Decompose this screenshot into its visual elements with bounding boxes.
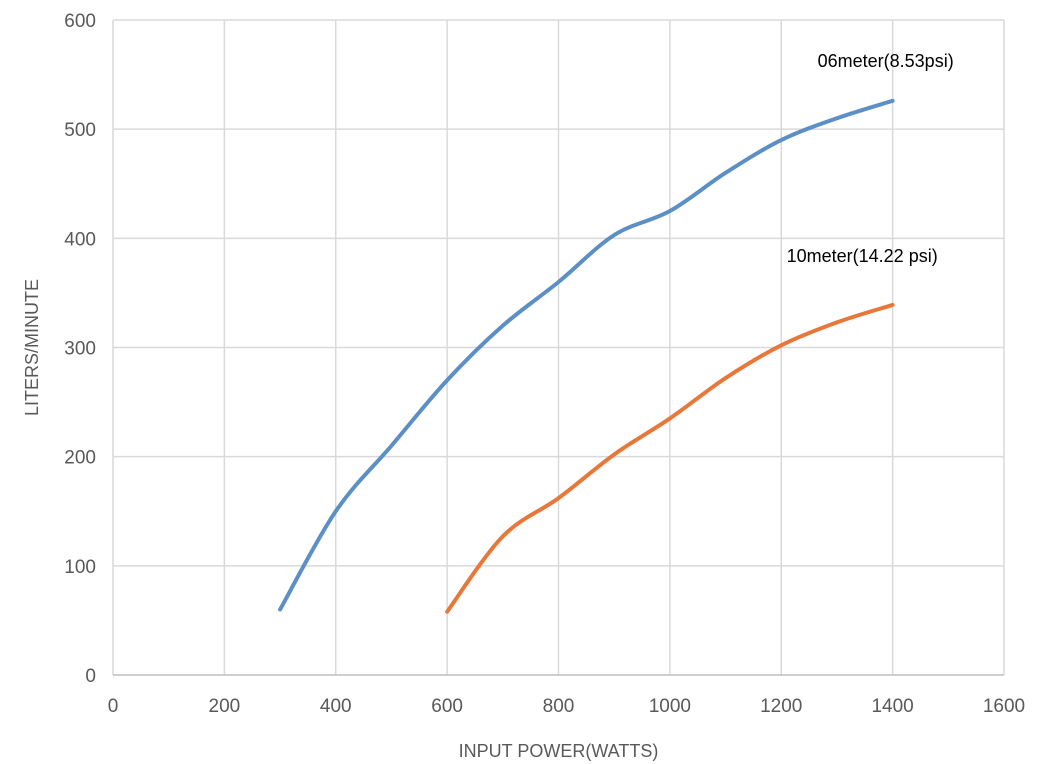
x-tick-label: 400	[320, 696, 352, 717]
y-tick-label: 200	[64, 448, 96, 469]
x-tick-label: 1400	[871, 696, 913, 717]
x-tick-label: 1000	[649, 696, 691, 717]
y-axis-title: LITERS/MINUTE	[22, 279, 42, 416]
grid	[112, 19, 1005, 675]
x-axis-title: INPUT POWER(WATTS)	[459, 741, 659, 761]
y-tick-label: 0	[85, 666, 96, 687]
x-tick-label: 800	[543, 696, 575, 717]
x-tick-labels: 0 200 400 600 800 1000 1200 1400 1600	[108, 696, 1025, 717]
x-tick-label: 600	[431, 696, 463, 717]
series-lines	[278, 98, 895, 614]
series-label: 10meter(14.22 psi)	[787, 246, 938, 266]
y-tick-label: 400	[64, 229, 96, 250]
series-labels: 06meter(8.53psi) 10meter(14.22 psi)	[787, 51, 954, 266]
y-tick-label: 600	[64, 11, 96, 32]
x-tick-label: 1200	[760, 696, 802, 717]
y-tick-label: 100	[64, 557, 96, 578]
series-line	[278, 98, 895, 612]
x-tick-label: 1600	[983, 696, 1025, 717]
series-label: 06meter(8.53psi)	[818, 51, 954, 71]
x-tick-label: 200	[209, 696, 241, 717]
y-tick-label: 500	[64, 120, 96, 141]
y-tick-label: 300	[64, 339, 96, 360]
y-tick-labels: 0 100 200 300 400 500 600	[64, 11, 96, 687]
series-line	[445, 302, 895, 614]
x-tick-label: 0	[108, 696, 119, 717]
